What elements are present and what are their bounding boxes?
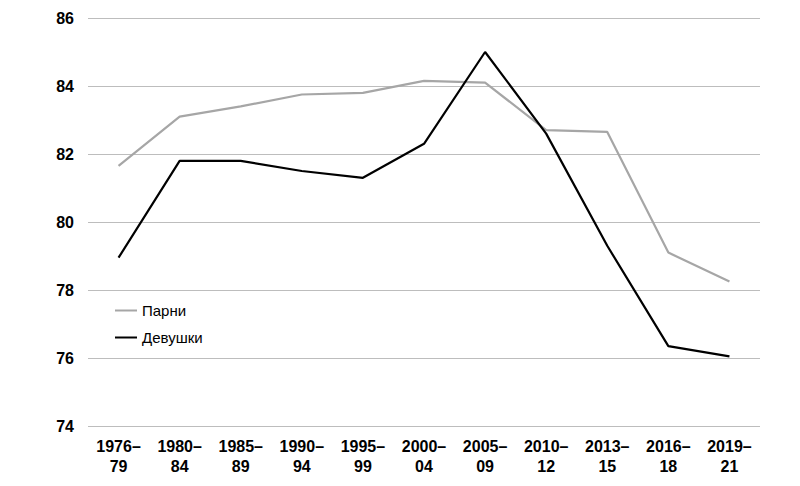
- svg-text:84: 84: [171, 458, 189, 475]
- svg-text:21: 21: [721, 458, 739, 475]
- svg-text:89: 89: [232, 458, 250, 475]
- svg-text:1976–: 1976–: [96, 438, 141, 455]
- svg-text:04: 04: [415, 458, 433, 475]
- svg-text:2013–: 2013–: [585, 438, 630, 455]
- svg-text:Девушки: Девушки: [142, 329, 203, 346]
- svg-text:Парни: Парни: [142, 302, 186, 319]
- svg-text:84: 84: [56, 78, 74, 95]
- svg-text:82: 82: [56, 146, 74, 163]
- svg-text:2019–: 2019–: [707, 438, 752, 455]
- svg-text:1980–: 1980–: [157, 438, 202, 455]
- svg-text:2010–: 2010–: [524, 438, 569, 455]
- svg-text:74: 74: [56, 418, 74, 435]
- svg-text:94: 94: [293, 458, 311, 475]
- svg-text:09: 09: [476, 458, 494, 475]
- svg-text:78: 78: [56, 282, 74, 299]
- svg-text:76: 76: [56, 350, 74, 367]
- svg-text:1995–: 1995–: [341, 438, 386, 455]
- svg-text:2005–: 2005–: [463, 438, 508, 455]
- svg-text:2016–: 2016–: [646, 438, 691, 455]
- svg-text:99: 99: [354, 458, 372, 475]
- svg-text:1985–: 1985–: [218, 438, 263, 455]
- svg-text:15: 15: [598, 458, 616, 475]
- svg-text:1990–: 1990–: [280, 438, 325, 455]
- svg-text:18: 18: [659, 458, 677, 475]
- svg-text:86: 86: [56, 10, 74, 27]
- svg-text:79: 79: [110, 458, 128, 475]
- svg-text:80: 80: [56, 214, 74, 231]
- svg-text:2000–: 2000–: [402, 438, 447, 455]
- svg-text:12: 12: [537, 458, 555, 475]
